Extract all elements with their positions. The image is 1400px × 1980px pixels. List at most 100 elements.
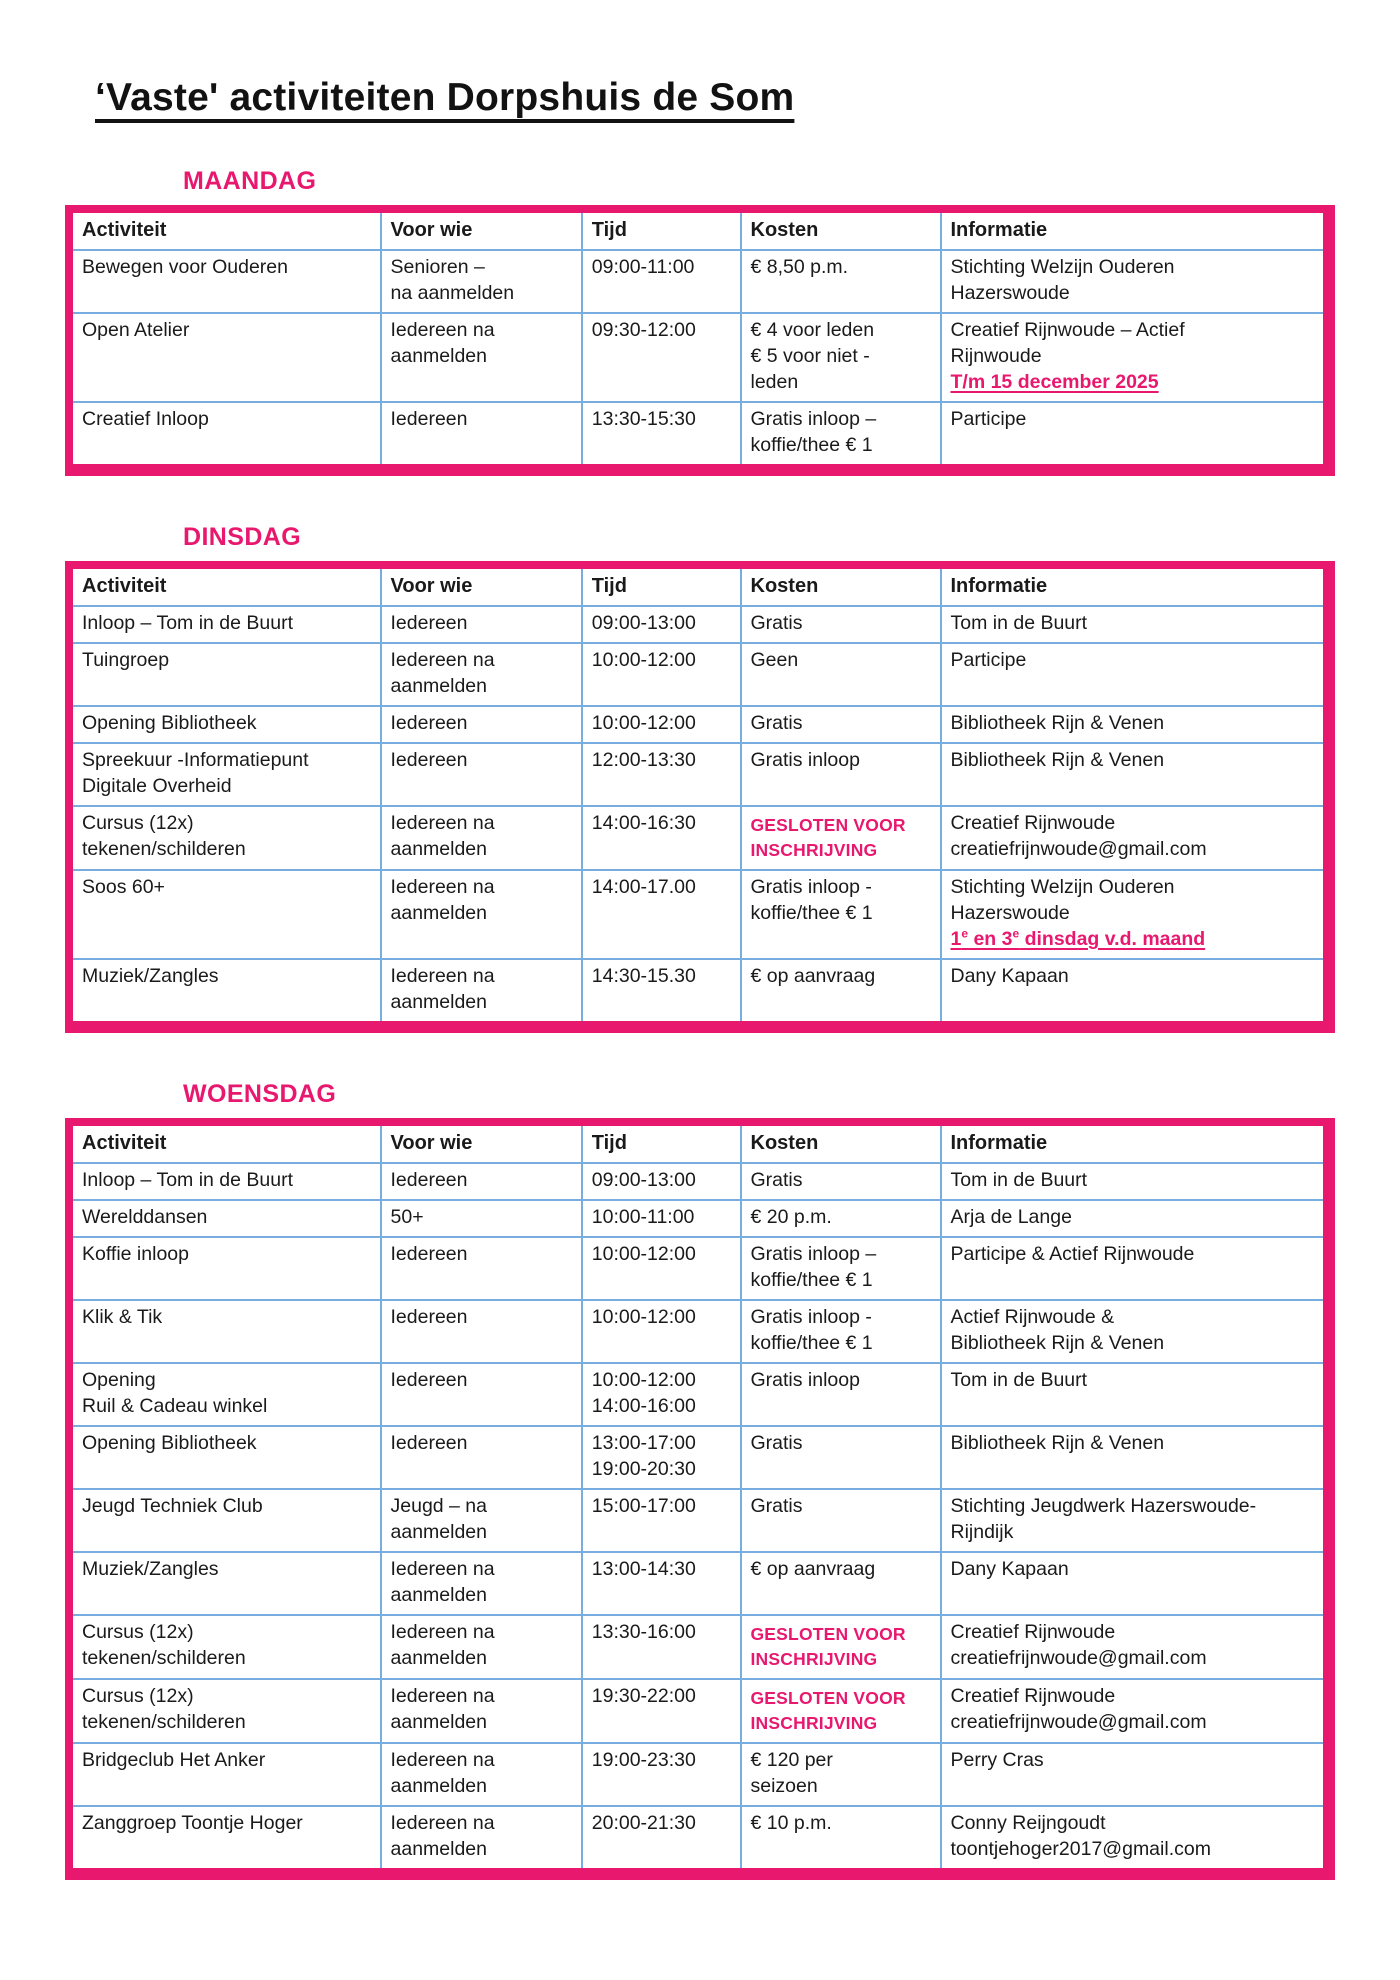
cell-informatie: Creatief Rijnwoude creatiefrijnwoude@gma… [939, 1614, 1323, 1680]
table-row: Bridgeclub Het Anker Iedereen na aanmelde… [73, 1742, 1323, 1807]
cell-kosten: Gratis [739, 605, 942, 644]
cell-activiteit: Opening Ruil & Cadeau winkel [73, 1362, 382, 1427]
cell-tijd: 10:00-12:00 [580, 1299, 742, 1364]
table-row: Spreekuur -Informatiepunt Digitale Overh… [73, 742, 1323, 807]
cell-activiteit: Muziek/Zangles [73, 1551, 382, 1616]
cell-voor-wie: Iedereen na aanmelden [379, 642, 583, 707]
cell-kosten: € 10 p.m. [739, 1805, 942, 1868]
cell-informatie: Tom in de Buurt [939, 1162, 1323, 1201]
cell-kosten: Gratis inloop – koffie/thee € 1 [739, 401, 942, 464]
cell-informatie: Creatief Rijnwoude – Actief Rijnwoude T/m… [939, 312, 1323, 403]
cell-activiteit: Bewegen voor Ouderen [73, 249, 382, 314]
cell-tijd: 13:30-16:00 [580, 1614, 742, 1680]
table-row: Muziek/Zangles Iedereen na aanmelden 14:30… [73, 958, 1323, 1021]
cell-kosten: Gratis inloop - koffie/thee € 1 [739, 869, 942, 960]
day-section: DINSDAG Activiteit Voor wie Tijd Kosten Info… [65, 523, 1335, 1033]
table-row: Koffie inloop Iedereen 10:00-12:00 Gratis i… [73, 1236, 1323, 1301]
page-title: ‘Vaste' activiteiten Dorpshuis de Som [95, 76, 795, 119]
cell-informatie: Actief Rijnwoude & Bibliotheek Rijn & Ve… [939, 1299, 1323, 1364]
info-highlight-note: T/m 15 december 2025 [950, 371, 1159, 393]
cell-voor-wie: Iedereen [379, 705, 583, 744]
cell-activiteit: Creatief Inloop [73, 401, 382, 464]
cell-kosten: Gratis [739, 1425, 942, 1490]
cell-kosten: GESLOTEN VOOR INSCHRIJVING [739, 1614, 942, 1680]
cell-voor-wie: Iedereen na aanmelden [379, 1805, 583, 1868]
cell-tijd: 14:00-16:30 [580, 805, 742, 871]
cell-activiteit: Tuingroep [73, 642, 382, 707]
cell-kosten: € 4 voor leden € 5 voor niet - leden [739, 312, 942, 403]
cell-kosten: € op aanvraag [739, 958, 942, 1021]
column-header-voor-wie: Voor wie [379, 1126, 583, 1164]
cell-activiteit: Soos 60+ [73, 869, 382, 960]
day-section: MAANDAG Activiteit Voor wie Tijd Kosten Info… [65, 167, 1335, 476]
cell-informatie: Dany Kapaan [939, 958, 1323, 1021]
cell-activiteit: Werelddansen [73, 1199, 382, 1238]
column-header-informatie: Informatie [939, 213, 1323, 251]
table-row: Opening Bibliotheek Iedereen 10:00-12:00 Gr… [73, 705, 1323, 744]
cell-activiteit: Inloop – Tom in de Buurt [73, 605, 382, 644]
cell-informatie: Tom in de Buurt [939, 605, 1323, 644]
day-section: WOENSDAG Activiteit Voor wie Tijd Kosten Inf… [65, 1080, 1335, 1880]
cell-voor-wie: Iedereen [379, 1362, 583, 1427]
cell-tijd: 20:00-21:30 [580, 1805, 742, 1868]
column-header-voor-wie: Voor wie [379, 213, 583, 251]
cell-informatie: Stichting Welzijn Ouderen Hazerswoude [939, 249, 1323, 314]
sections: MAANDAG Activiteit Voor wie Tijd Kosten Info… [65, 167, 1335, 1880]
cell-tijd: 13:30-15:30 [580, 401, 742, 464]
cell-voor-wie: Iedereen [379, 1236, 583, 1301]
cell-informatie: Creatief Rijnwoude creatiefrijnwoude@gma… [939, 805, 1323, 871]
cell-informatie: Tom in de Buurt [939, 1362, 1323, 1427]
table-row: Opening Bibliotheek Iedereen 13:00-17:00 1… [73, 1425, 1323, 1490]
cell-tijd: 14:30-15.30 [580, 958, 742, 1021]
table-row: Creatief Inloop Iedereen 13:30-15:30 Gratis… [73, 401, 1323, 464]
table-row: Soos 60+ Iedereen na aanmelden 14:00-17.00… [73, 869, 1323, 960]
cell-voor-wie: Iedereen na aanmelden [379, 869, 583, 960]
table-row: Opening Ruil & Cadeau winkel Iedereen 10:0… [73, 1362, 1323, 1427]
cell-tijd: 10:00-12:00 [580, 642, 742, 707]
table-header-row: Activiteit Voor wie Tijd Kosten Informatie [73, 569, 1323, 607]
table-header-row: Activiteit Voor wie Tijd Kosten Informatie [73, 213, 1323, 251]
cell-kosten: € 8,50 p.m. [739, 249, 942, 314]
activities-table: Activiteit Voor wie Tijd Kosten Informatie I… [65, 1118, 1335, 1880]
cell-activiteit: Opening Bibliotheek [73, 705, 382, 744]
column-header-tijd: Tijd [580, 569, 742, 607]
cell-voor-wie: Iedereen na aanmelden [379, 1551, 583, 1616]
cell-informatie: Participe & Actief Rijnwoude [939, 1236, 1323, 1301]
column-header-activiteit: Activiteit [73, 1126, 382, 1164]
cell-activiteit: Bridgeclub Het Anker [73, 1742, 382, 1807]
table-row: Inloop – Tom in de Buurt Iedereen 09:00-13… [73, 1162, 1323, 1201]
cell-activiteit: Cursus (12x) tekenen/schilderen [73, 805, 382, 871]
cell-voor-wie: Iedereen na aanmelden [379, 1614, 583, 1680]
cell-tijd: 13:00-14:30 [580, 1551, 742, 1616]
table-row: Zanggroep Toontje Hoger Iedereen na aanme… [73, 1805, 1323, 1868]
cell-voor-wie: Iedereen na aanmelden [379, 805, 583, 871]
column-header-activiteit: Activiteit [73, 213, 382, 251]
cell-kosten: Gratis [739, 1488, 942, 1553]
cell-informatie: Bibliotheek Rijn & Venen [939, 742, 1323, 807]
table-row: Bewegen voor Ouderen Senioren – na aanmel… [73, 249, 1323, 314]
cell-activiteit: Koffie inloop [73, 1236, 382, 1301]
cell-kosten: Gratis [739, 705, 942, 744]
cell-tijd: 10:00-12:00 [580, 705, 742, 744]
cell-kosten: GESLOTEN VOOR INSCHRIJVING [739, 1678, 942, 1744]
table-row: Klik & Tik Iedereen 10:00-12:00 Gratis inlo… [73, 1299, 1323, 1364]
table-row: Open Atelier Iedereen na aanmelden 09:30-1… [73, 312, 1323, 403]
cell-voor-wie: Iedereen na aanmelden [379, 312, 583, 403]
cell-tijd: 09:00-13:00 [580, 605, 742, 644]
cell-informatie: Arja de Lange [939, 1199, 1323, 1238]
cell-voor-wie: Jeugd – na aanmelden [379, 1488, 583, 1553]
cell-informatie: Perry Cras [939, 1742, 1323, 1807]
table-row: Jeugd Techniek Club Jeugd – na aanmelden 1… [73, 1488, 1323, 1553]
cell-tijd: 10:00-12:00 14:00-16:00 [580, 1362, 742, 1427]
cell-informatie: Participe [939, 642, 1323, 707]
cell-kosten: Gratis inloop [739, 742, 942, 807]
cell-activiteit: Cursus (12x) tekenen/schilderen [73, 1614, 382, 1680]
cell-voor-wie: Iedereen [379, 605, 583, 644]
cell-kosten: € 120 per seizoen [739, 1742, 942, 1807]
day-heading: DINSDAG [183, 523, 302, 551]
closed-for-registration-label: GESLOTEN VOOR INSCHRIJVING [750, 1624, 906, 1669]
cell-tijd: 09:00-11:00 [580, 249, 742, 314]
cell-tijd: 19:30-22:00 [580, 1678, 742, 1744]
column-header-tijd: Tijd [580, 213, 742, 251]
